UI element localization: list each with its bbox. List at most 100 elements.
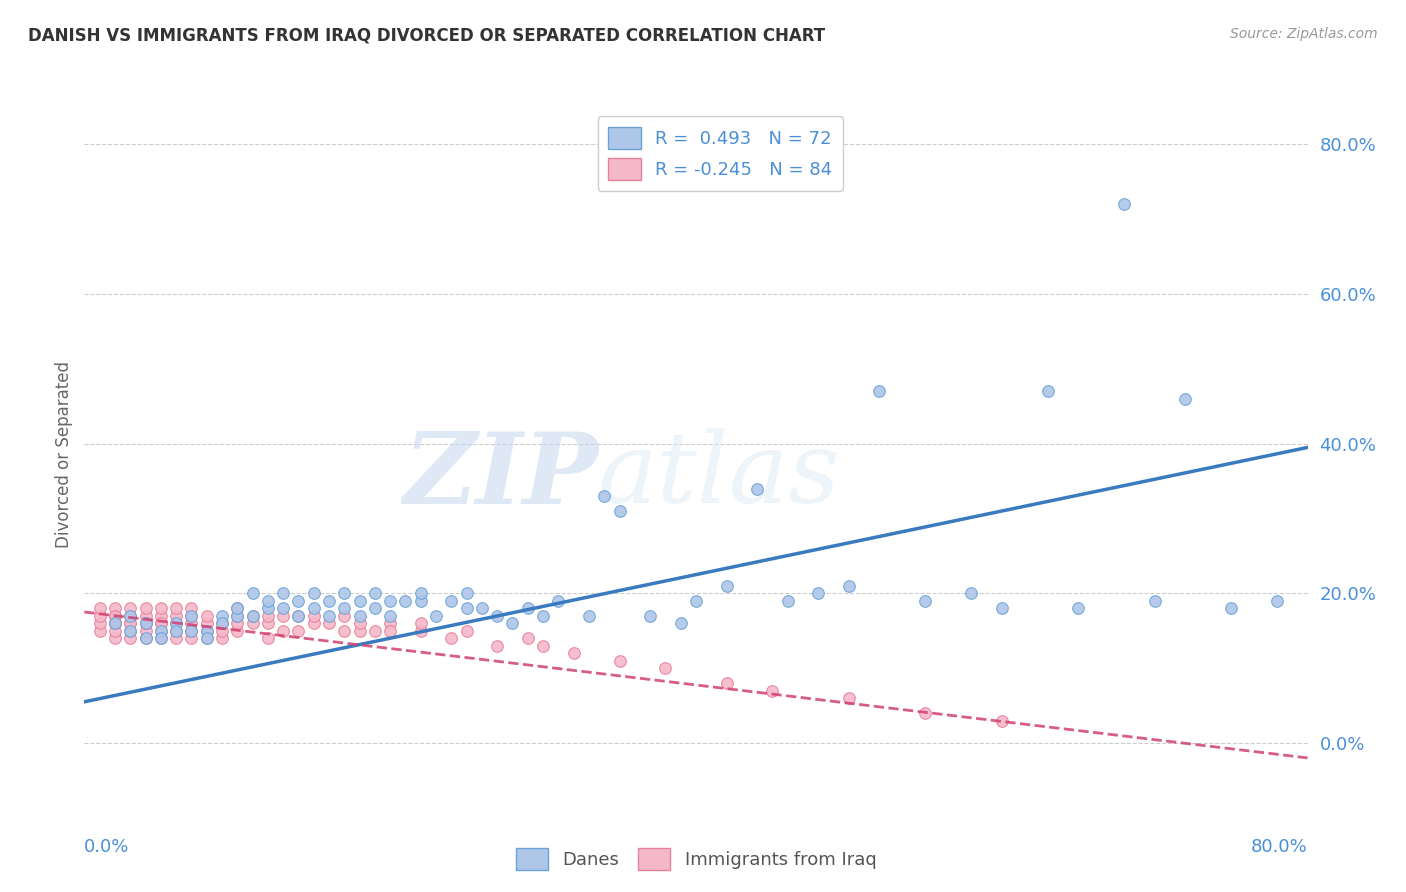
Point xyxy=(135,608,157,623)
Point xyxy=(394,594,416,608)
Point xyxy=(104,616,127,631)
Point xyxy=(211,631,233,645)
Text: DANISH VS IMMIGRANTS FROM IRAQ DIVORCED OR SEPARATED CORRELATION CHART: DANISH VS IMMIGRANTS FROM IRAQ DIVORCED … xyxy=(28,27,825,45)
Point xyxy=(685,594,707,608)
Text: atlas: atlas xyxy=(598,428,841,524)
Text: ZIP: ZIP xyxy=(404,427,598,524)
Point xyxy=(104,608,127,623)
Point xyxy=(578,608,600,623)
Point xyxy=(425,608,447,623)
Point xyxy=(409,624,432,638)
Point xyxy=(165,624,187,638)
Point xyxy=(120,608,142,623)
Point xyxy=(380,616,402,631)
Point xyxy=(120,616,142,631)
Point xyxy=(195,624,218,638)
Point xyxy=(257,608,280,623)
Point xyxy=(242,616,264,631)
Point xyxy=(349,594,371,608)
Point xyxy=(104,624,127,638)
Point xyxy=(257,631,280,645)
Point xyxy=(89,608,111,623)
Point xyxy=(104,616,127,631)
Point xyxy=(104,631,127,645)
Point xyxy=(914,706,936,720)
Point xyxy=(271,601,294,615)
Point xyxy=(211,624,233,638)
Point xyxy=(149,624,172,638)
Point xyxy=(195,631,218,645)
Point xyxy=(318,594,340,608)
Point xyxy=(486,639,509,653)
Point xyxy=(318,616,340,631)
Point xyxy=(349,616,371,631)
Point xyxy=(149,624,172,638)
Point xyxy=(135,631,157,645)
Point xyxy=(89,624,111,638)
Point xyxy=(287,608,309,623)
Point xyxy=(180,624,202,638)
Point xyxy=(195,631,218,645)
Point xyxy=(409,586,432,600)
Point xyxy=(1114,197,1136,211)
Point xyxy=(654,661,676,675)
Point xyxy=(747,482,769,496)
Point xyxy=(149,601,172,615)
Point xyxy=(838,579,860,593)
Point xyxy=(226,616,249,631)
Point xyxy=(165,608,187,623)
Point xyxy=(409,616,432,631)
Point xyxy=(776,594,799,608)
Point xyxy=(226,601,249,615)
Point xyxy=(120,601,142,615)
Point xyxy=(609,504,631,518)
Point xyxy=(89,616,111,631)
Point xyxy=(380,624,402,638)
Point xyxy=(257,594,280,608)
Point xyxy=(180,631,202,645)
Legend: Danes, Immigrants from Iraq: Danes, Immigrants from Iraq xyxy=(509,841,883,877)
Point xyxy=(242,608,264,623)
Point xyxy=(165,616,187,631)
Point xyxy=(318,608,340,623)
Point xyxy=(226,601,249,615)
Point xyxy=(271,624,294,638)
Point xyxy=(761,683,783,698)
Point xyxy=(409,594,432,608)
Point xyxy=(440,594,463,608)
Point xyxy=(609,654,631,668)
Text: Source: ZipAtlas.com: Source: ZipAtlas.com xyxy=(1230,27,1378,41)
Point xyxy=(135,631,157,645)
Point xyxy=(669,616,692,631)
Point xyxy=(287,608,309,623)
Point xyxy=(89,601,111,615)
Point xyxy=(135,616,157,631)
Point xyxy=(195,608,218,623)
Point xyxy=(991,714,1014,728)
Point xyxy=(180,608,202,623)
Point xyxy=(991,601,1014,615)
Point xyxy=(135,601,157,615)
Point xyxy=(869,384,891,399)
Point xyxy=(838,691,860,706)
Point xyxy=(562,646,585,660)
Point xyxy=(502,616,524,631)
Text: 0.0%: 0.0% xyxy=(84,838,129,855)
Point xyxy=(516,601,538,615)
Point xyxy=(456,586,478,600)
Point xyxy=(149,608,172,623)
Point xyxy=(257,601,280,615)
Point xyxy=(349,624,371,638)
Point xyxy=(104,601,127,615)
Point xyxy=(531,608,554,623)
Text: 80.0%: 80.0% xyxy=(1251,838,1308,855)
Point xyxy=(333,624,356,638)
Point xyxy=(456,624,478,638)
Point xyxy=(333,608,356,623)
Point xyxy=(242,608,264,623)
Point xyxy=(531,639,554,653)
Point xyxy=(195,616,218,631)
Point xyxy=(165,601,187,615)
Point xyxy=(257,616,280,631)
Point xyxy=(716,579,738,593)
